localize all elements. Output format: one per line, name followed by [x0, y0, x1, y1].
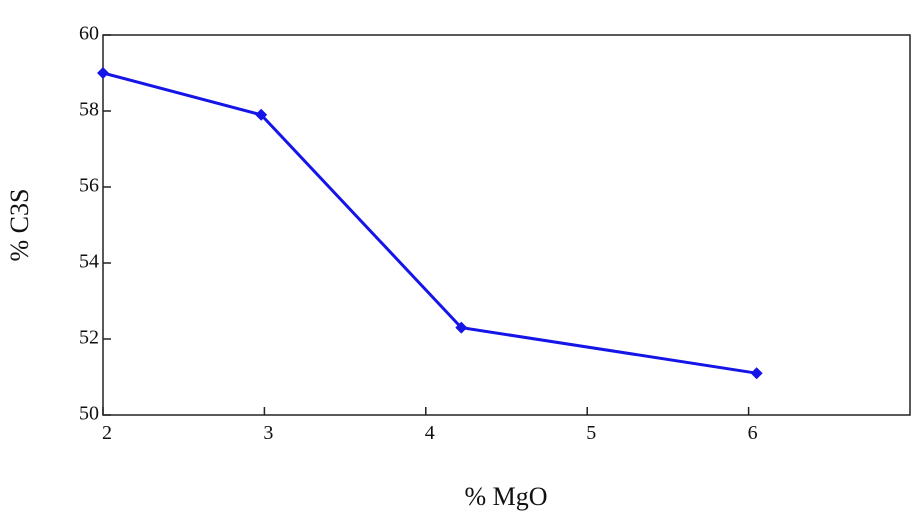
marker [751, 367, 763, 379]
chart: % C3S % MgO 50525456586023456 [0, 0, 915, 525]
x-tick-label: 2 [102, 422, 112, 444]
marker [97, 67, 109, 79]
y-tick-label: 56 [79, 175, 99, 197]
x-tick-label: 3 [263, 422, 273, 444]
y-axis-label: % C3S [5, 189, 34, 262]
y-tick-label: 60 [79, 23, 99, 45]
plot-frame [103, 35, 910, 415]
page: % C3S % MgO 50525456586023456 (() => { c… [0, 0, 915, 530]
y-tick-label: 52 [79, 327, 99, 349]
y-tick-label: 50 [79, 403, 99, 425]
y-tick-label: 58 [79, 99, 99, 121]
x-axis-label: % MgO [464, 482, 547, 511]
y-tick-label: 54 [79, 251, 99, 273]
x-tick-label: 4 [425, 422, 435, 444]
x-tick-label: 6 [748, 422, 758, 444]
line [103, 73, 757, 373]
x-tick-label: 5 [586, 422, 596, 444]
